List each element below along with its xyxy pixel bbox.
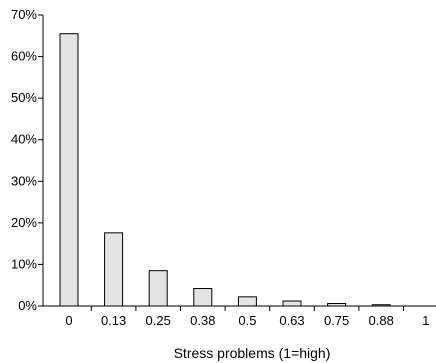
y-axis: 0% 10% 20% 30% 40% 50% 60% 70% [11, 7, 44, 313]
y-tick-label: 50% [11, 90, 37, 105]
x-tick-label: 1 [422, 313, 429, 328]
x-tick-label: 0.75 [324, 313, 349, 328]
bars [59, 33, 391, 307]
x-tick-label: 0.63 [279, 313, 304, 328]
bar [282, 300, 302, 307]
y-tick-label: 30% [11, 173, 37, 188]
y-tick-label: 70% [11, 7, 37, 22]
x-tick-label: 0.25 [146, 313, 171, 328]
y-tick-label: 10% [11, 256, 37, 271]
x-tick-label: 0.38 [190, 313, 215, 328]
x-axis-title: Stress problems (1=high) [174, 345, 331, 361]
y-tick-label: 20% [11, 215, 37, 230]
bar [104, 232, 124, 307]
bar [193, 288, 213, 307]
x-tick-label: 0.88 [369, 313, 394, 328]
x-axis: 0 0.13 0.25 0.38 0.5 0.63 0.75 0.88 1 [43, 305, 436, 328]
bar [148, 270, 168, 307]
x-tick-label: 0.5 [238, 313, 256, 328]
bar [59, 33, 79, 307]
y-tick-label: 0% [18, 298, 37, 313]
y-tick-label: 60% [11, 49, 37, 64]
bar [237, 296, 257, 307]
x-tick-label: 0 [65, 313, 72, 328]
x-tick-label: 0.13 [101, 313, 126, 328]
y-tick-label: 40% [11, 132, 37, 147]
